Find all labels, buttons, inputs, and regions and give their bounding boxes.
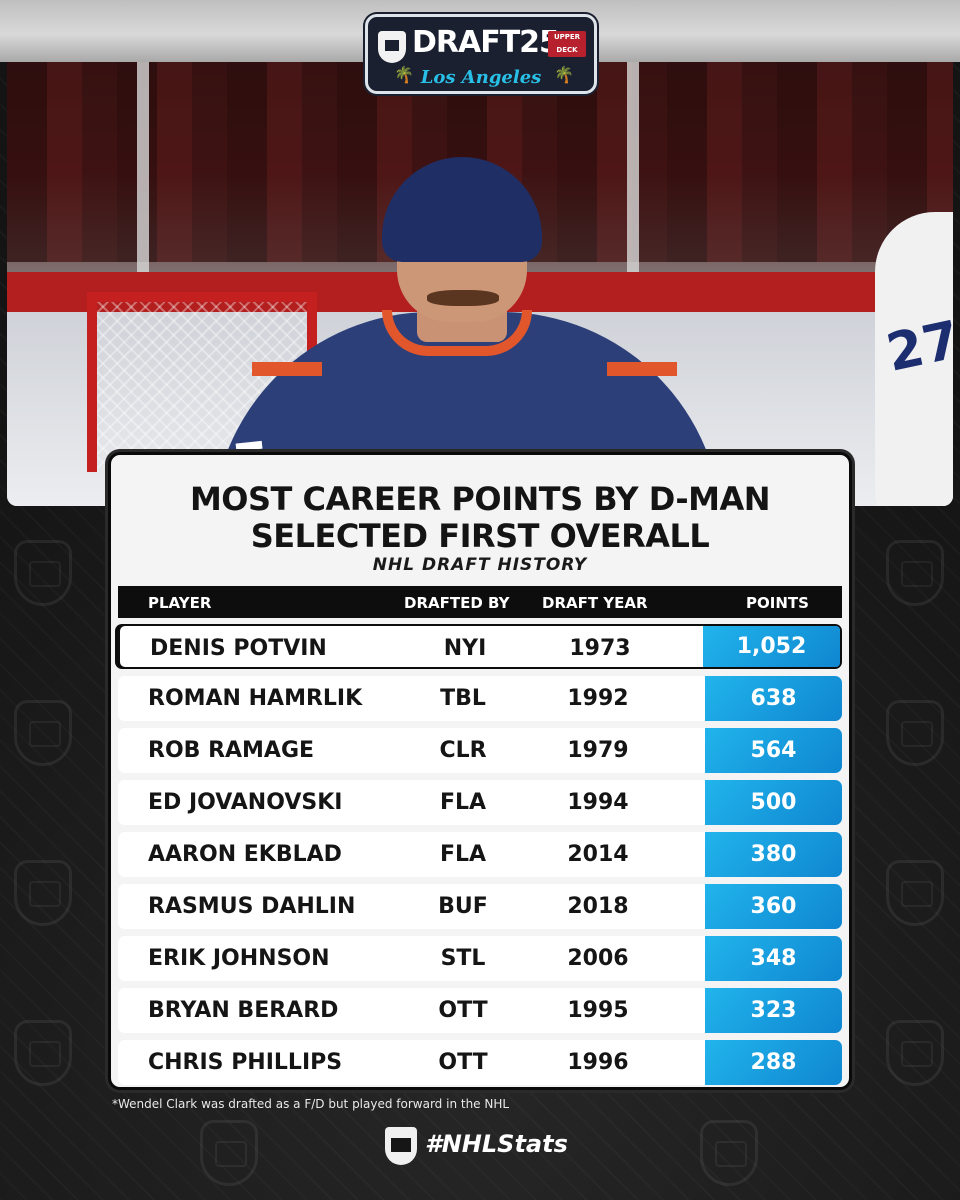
player-name: AARON EKBLAD [148, 842, 342, 867]
palm-tree-icon: 🌴 [554, 65, 574, 84]
nhl-shield-watermark-icon [14, 1020, 72, 1086]
drafted-by: FLA [439, 842, 487, 867]
player-name: ROMAN HAMRLIK [148, 686, 363, 711]
nhl-shield-watermark-icon [14, 700, 72, 766]
table-row: RASMUS DAHLIN BUF 2018 360 [118, 884, 842, 929]
logo-draft-text: DRAFT25 [412, 25, 560, 60]
table-row: ERIK JOHNSON STL 2006 348 [118, 936, 842, 981]
nhl-shield-watermark-icon [886, 860, 944, 926]
points-value: 360 [705, 884, 842, 929]
drafted-by: FLA [439, 790, 487, 815]
stats-panel: MOST CAREER POINTS BY D-MAN SELECTED FIR… [108, 452, 852, 1090]
panel-subtitle: NHL DRAFT HISTORY [372, 555, 588, 575]
drafted-by: CLR [439, 738, 487, 763]
drafted-by: BUF [438, 894, 488, 919]
player-name: RASMUS DAHLIN [148, 894, 356, 919]
upper-deck-icon: UPPER DECK [548, 31, 586, 57]
draft-year: 2018 [567, 894, 629, 919]
player-mustache [427, 290, 499, 306]
drafted-by: STL [440, 946, 486, 971]
nhl-shield-watermark-icon [886, 700, 944, 766]
nhl-shield-watermark-icon [14, 540, 72, 606]
nhl-shield-watermark-icon [886, 540, 944, 606]
draft-year: 1995 [567, 998, 629, 1023]
nhl-shield-watermark-icon [700, 1120, 758, 1186]
points-value: 1,052 [703, 626, 840, 667]
player-name: DENIS POTVIN [150, 636, 327, 661]
player-name: ED JOVANOVSKI [148, 790, 343, 815]
title-line-2: SELECTED FIRST OVERALL [250, 517, 710, 555]
table-row: AARON EKBLAD FLA 2014 380 [118, 832, 842, 877]
points-value: 500 [705, 780, 842, 825]
points-value: 288 [705, 1040, 842, 1085]
hashtag-lockup: #NHLStats [385, 1124, 585, 1168]
column-header-player: PLAYER [148, 594, 212, 612]
points-value: 380 [705, 832, 842, 877]
hero-photo: 5 27 [7, 62, 953, 506]
table-row: BRYAN BERARD OTT 1995 323 [118, 988, 842, 1033]
jersey-stripe [252, 362, 322, 376]
player-name: BRYAN BERARD [148, 998, 339, 1023]
draft-year: 2014 [567, 842, 629, 867]
table-row: CHRIS PHILLIPS OTT 1996 288 [118, 1040, 842, 1085]
draft-year: 1996 [567, 1050, 629, 1075]
player-name: ROB RAMAGE [148, 738, 315, 763]
glass-post [627, 62, 639, 322]
points-value: 564 [705, 728, 842, 773]
logo-city: Los Angeles [420, 67, 542, 88]
title-line-1: MOST CAREER POINTS BY D-MAN [189, 480, 771, 518]
draft-year: 1994 [567, 790, 629, 815]
drafted-by: TBL [440, 686, 486, 711]
column-header-draft-year: DRAFT YEAR [542, 594, 648, 612]
draft-year: 2006 [567, 946, 629, 971]
drafted-by: OTT [438, 1050, 488, 1075]
player-name: CHRIS PHILLIPS [148, 1050, 343, 1075]
draft-year: 1973 [569, 636, 631, 661]
draft-year: 1979 [567, 738, 629, 763]
points-value: 638 [705, 676, 842, 721]
table-header: PLAYER DRAFTED BY DRAFT YEAR POINTS [118, 586, 842, 618]
nhl-shield-watermark-icon [200, 1120, 258, 1186]
points-value: 323 [705, 988, 842, 1033]
table-row: ED JOVANOVSKI FLA 1994 500 [118, 780, 842, 825]
table-row: ROMAN HAMRLIK TBL 1992 638 [118, 676, 842, 721]
nhl-shield-icon [385, 1127, 417, 1165]
nhl-shield-watermark-icon [886, 1020, 944, 1086]
drafted-by: NYI [443, 636, 487, 661]
player-name: ERIK JOHNSON [148, 946, 330, 971]
column-header-points: POINTS [746, 594, 809, 612]
points-value: 348 [705, 936, 842, 981]
glass-post [137, 62, 149, 322]
drafted-by: OTT [438, 998, 488, 1023]
footnote: *Wendel Clark was drafted as a F/D but p… [112, 1097, 510, 1111]
hashtag: #NHLStats [425, 1130, 568, 1158]
palm-tree-icon: 🌴 [394, 65, 414, 84]
opponent-player [875, 212, 953, 506]
draft-year: 1992 [567, 686, 629, 711]
nhl-shield-icon [378, 31, 406, 63]
nhl-shield-watermark-icon [14, 860, 72, 926]
table-row: DENIS POTVIN NYI 1973 1,052 [118, 624, 842, 669]
panel-title: MOST CAREER POINTS BY D-MAN SELECTED FIR… [111, 481, 849, 555]
table-row: ROB RAMAGE CLR 1979 564 [118, 728, 842, 773]
column-header-drafted-by: DRAFTED BY [404, 594, 510, 612]
draft-logo: DRAFT25 UPPER DECK 🌴 Los Angeles 🌴 [365, 14, 597, 94]
jersey-stripe [607, 362, 677, 376]
